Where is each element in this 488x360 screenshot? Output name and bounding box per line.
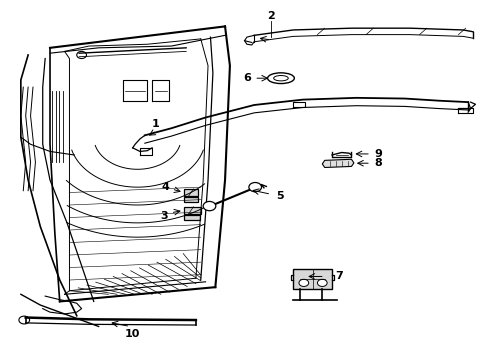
Polygon shape [183, 215, 200, 220]
Circle shape [19, 316, 30, 324]
Circle shape [77, 51, 86, 59]
Polygon shape [183, 197, 198, 202]
Text: 7: 7 [335, 271, 343, 282]
Text: 3: 3 [160, 211, 168, 221]
Circle shape [298, 279, 308, 287]
Polygon shape [292, 269, 331, 289]
Circle shape [203, 202, 215, 211]
Polygon shape [183, 207, 201, 214]
Polygon shape [183, 189, 198, 196]
Text: 4: 4 [162, 182, 169, 192]
Ellipse shape [273, 76, 287, 81]
Text: 6: 6 [243, 73, 250, 83]
Text: 1: 1 [152, 118, 160, 129]
Polygon shape [322, 159, 353, 167]
Text: 9: 9 [373, 149, 381, 159]
Circle shape [317, 279, 326, 287]
Text: 10: 10 [125, 329, 140, 339]
Text: 8: 8 [374, 158, 381, 168]
Text: 2: 2 [267, 11, 275, 21]
Ellipse shape [267, 73, 294, 84]
Text: 5: 5 [275, 191, 283, 201]
Circle shape [248, 183, 261, 192]
